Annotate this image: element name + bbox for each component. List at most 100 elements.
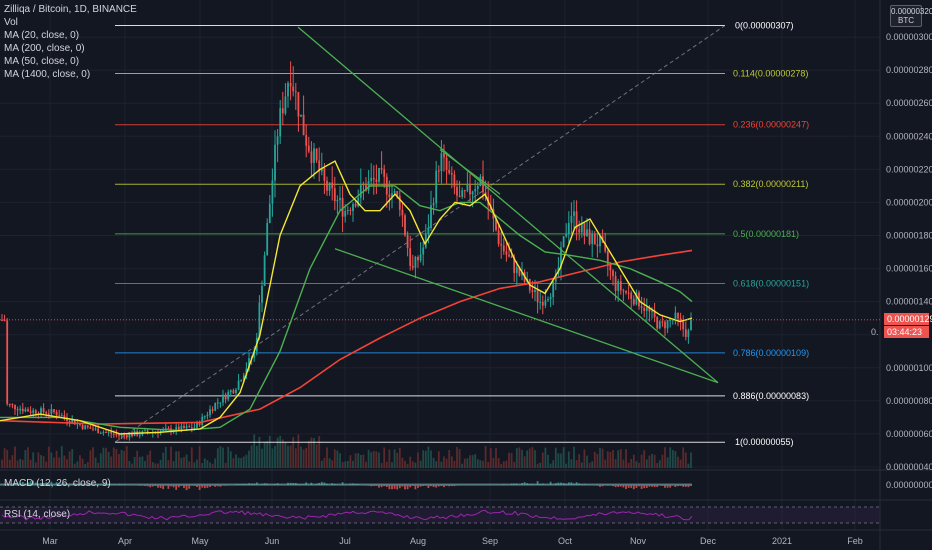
volume-bar	[71, 449, 74, 468]
candle-body	[367, 181, 370, 191]
fibonacci-retracement[interactable]: 0(0.00000307) 0.114(0.00000278) 0.236(0.00…	[114, 20, 809, 447]
symbol-title[interactable]: Zilliqa / Bitcoin, 1D, BINANCE	[4, 4, 137, 15]
macd-histogram-bar	[151, 485, 154, 487]
candle-body	[547, 299, 549, 301]
ma50-label[interactable]: MA (50, close, 0)	[4, 56, 80, 67]
candle-body	[336, 200, 339, 202]
time-axis-label: Nov	[630, 536, 647, 546]
trendlines[interactable]	[0, 26, 880, 384]
macd-histogram-bar	[68, 483, 71, 486]
candle-body	[232, 390, 235, 394]
volume-bar	[528, 448, 531, 468]
candle-body	[378, 167, 380, 182]
volume-bar	[188, 461, 191, 468]
candle-body	[388, 194, 391, 198]
candle-body	[146, 430, 149, 433]
volume-bar	[518, 447, 521, 468]
volume-bar	[144, 461, 146, 468]
candle-body	[656, 317, 659, 329]
volume-bar	[690, 452, 692, 468]
price-tick-label: 0.00000300	[886, 32, 932, 42]
time-axis-label: Mar	[42, 536, 58, 546]
volume-bar	[554, 447, 557, 468]
candle-body	[565, 234, 568, 237]
volume-bar	[175, 451, 178, 468]
volume-bar	[284, 441, 287, 468]
fib-label-0.886: 0.886(0.00000083)	[733, 391, 809, 401]
volume-bar	[479, 460, 482, 468]
macd-histogram-bar	[669, 485, 672, 488]
volume-bar	[508, 452, 510, 468]
candle-body	[40, 408, 42, 415]
candle-body	[419, 254, 422, 261]
candle-body	[89, 427, 92, 429]
candle-body	[612, 270, 614, 277]
volume-bar	[141, 456, 144, 468]
volume-bar	[305, 447, 308, 468]
candle-body	[240, 380, 243, 382]
volume-bar	[120, 449, 123, 468]
macd-histogram-bar	[619, 485, 622, 487]
volume-bar	[656, 463, 659, 468]
volume-bar	[302, 449, 305, 468]
volume-bar	[591, 461, 594, 468]
candle-body	[323, 167, 326, 181]
volume-bar	[612, 450, 614, 468]
macd-histogram-bar	[453, 485, 456, 487]
macd-histogram-bar	[430, 485, 432, 487]
current-price-tag: 0.00000129	[884, 313, 932, 325]
candle-body	[593, 233, 596, 245]
volume-bar	[456, 447, 458, 468]
volume-bar	[601, 448, 604, 468]
macd-histogram-bar	[645, 485, 648, 488]
candle-body	[14, 404, 16, 410]
volume-bar	[29, 459, 32, 468]
rsi-label[interactable]: RSI (14, close)	[4, 509, 71, 520]
volume-bar	[385, 461, 388, 468]
candle-body	[177, 426, 180, 431]
volume-bar	[250, 445, 253, 468]
volume-bar	[94, 457, 97, 468]
volume-bar	[638, 462, 640, 468]
volume-bar	[560, 453, 562, 468]
volume-bar	[489, 448, 492, 468]
volume-bar	[593, 451, 596, 468]
volume-bar	[398, 447, 401, 468]
volume-bar	[86, 462, 89, 468]
candle-body	[183, 425, 185, 429]
macd-label[interactable]: MACD (12, 26, close, 9)	[4, 478, 111, 489]
ma1400-label[interactable]: MA (1400, close, 0)	[4, 69, 91, 80]
candle-body	[315, 148, 318, 161]
candle-body	[27, 409, 29, 412]
volume-bar	[687, 463, 690, 468]
volume-bar	[27, 447, 29, 468]
volume-bar	[567, 451, 570, 468]
ma20-label[interactable]: MA (20, close, 0)	[4, 30, 80, 41]
volume-bar	[84, 463, 87, 468]
volume-bars	[1, 434, 692, 468]
candle-body	[362, 184, 365, 186]
volume-bar	[372, 451, 375, 468]
candle-body	[352, 203, 354, 211]
candle-body	[580, 223, 583, 233]
candle-body	[97, 428, 100, 434]
volume-bar	[16, 460, 19, 468]
ma200-label[interactable]: MA (200, close, 0)	[4, 43, 85, 54]
volume-bar	[354, 453, 357, 468]
candle-body	[370, 177, 373, 182]
macd-histogram-bar	[687, 485, 690, 488]
candle-body	[50, 409, 53, 414]
macd-histogram-bar	[612, 485, 614, 487]
candle-body	[263, 255, 266, 287]
candle-body	[206, 414, 209, 417]
candle-body	[190, 427, 193, 429]
volume-bar	[684, 452, 687, 468]
volume-bar	[42, 456, 45, 468]
macd-histogram-bar	[573, 483, 575, 486]
currency-badge[interactable]: 0.00000320 BTC	[890, 5, 932, 27]
candle-body	[58, 415, 61, 417]
candle-body	[562, 236, 565, 248]
volume-bar	[219, 446, 222, 468]
vol-label[interactable]: Vol	[4, 17, 18, 28]
